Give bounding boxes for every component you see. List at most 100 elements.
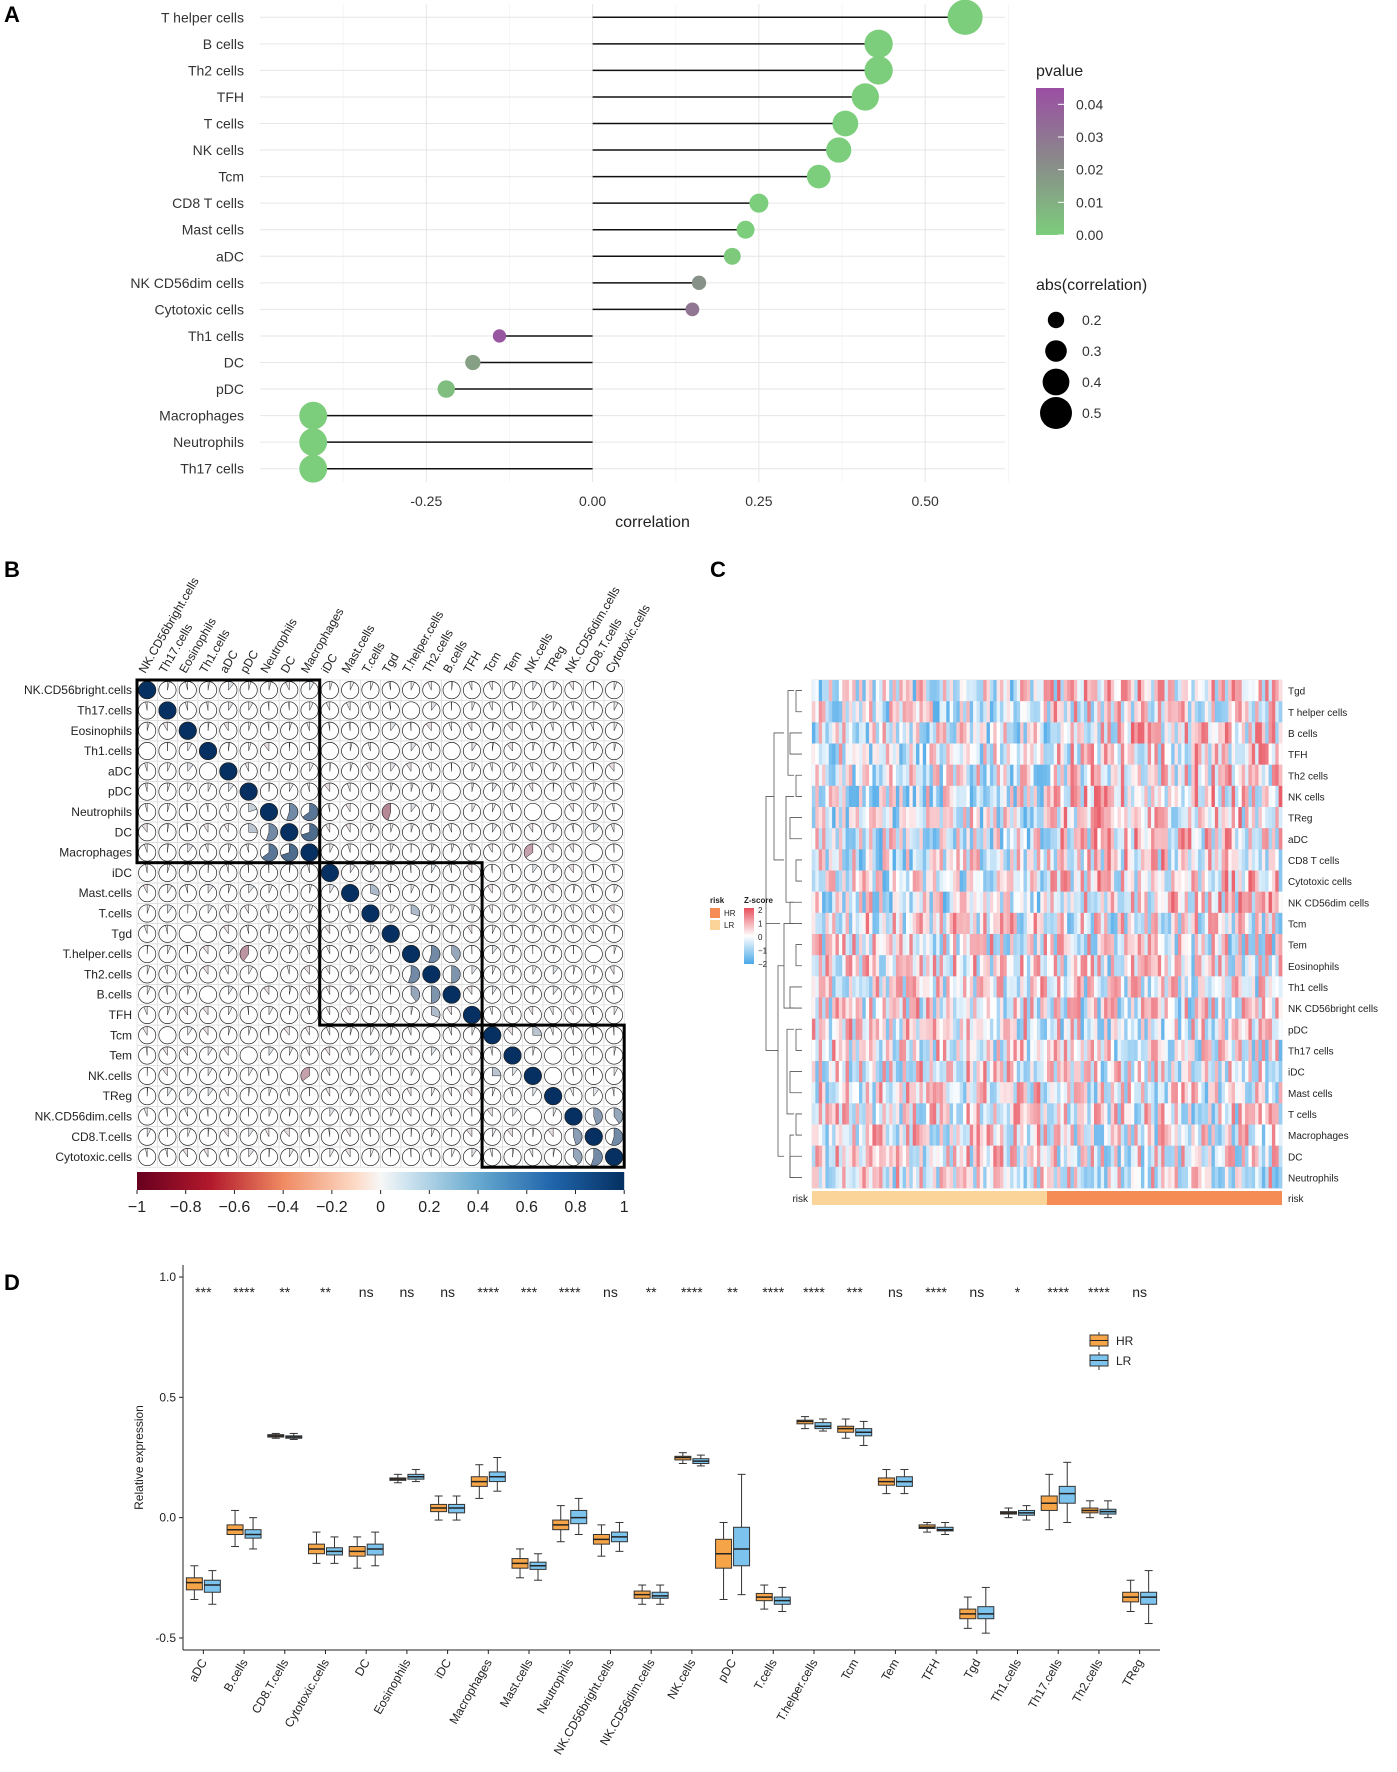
heatmap-cell: [1164, 1039, 1169, 1062]
pie-wedge: [512, 762, 518, 772]
pie-wedge: [488, 681, 493, 691]
heatmap-cell: [1271, 849, 1276, 871]
heatmap-cell: [1114, 849, 1118, 871]
heatmap-cell: [1130, 1082, 1135, 1104]
heatmap-cell: [1134, 785, 1138, 808]
heatmap-cell: [1104, 764, 1108, 787]
heatmap-cell: [973, 997, 977, 1019]
heatmap-cell: [939, 785, 944, 808]
pie-wedge: [228, 1006, 233, 1016]
heatmap-cell: [989, 955, 994, 977]
heatmap-cell: [969, 997, 974, 1019]
heatmap-cell: [969, 701, 974, 723]
pie-wedge: [488, 701, 493, 711]
pie-wedge: [370, 945, 376, 955]
heatmap-cell: [872, 1124, 877, 1146]
heatmap-cell: [882, 701, 887, 723]
heatmap-cell: [909, 722, 914, 744]
heatmap-cell: [1040, 849, 1044, 871]
heatmap-cell: [1265, 955, 1269, 977]
heatmap-cell: [855, 764, 860, 787]
heatmap-cell: [1040, 997, 1044, 1019]
heatmap-cell: [815, 807, 820, 829]
heatmap-cell: [1151, 1082, 1155, 1104]
heatmap-cell: [912, 891, 917, 914]
pie-wedge: [146, 904, 151, 914]
heatmap-cell: [852, 912, 856, 935]
lollipop-point: [685, 302, 700, 317]
heatmap-cell: [1181, 1039, 1185, 1062]
heatmap-cell: [1271, 997, 1276, 1019]
heatmap-cell: [828, 997, 833, 1019]
heatmap-cell: [1090, 1082, 1095, 1104]
pie-wedge: [448, 721, 452, 731]
heatmap-cell: [1040, 722, 1044, 744]
heatmap-cell: [989, 997, 994, 1019]
pie-wedge: [593, 803, 599, 813]
heatmap-cell: [1040, 785, 1044, 808]
heatmap-cell: [1144, 955, 1149, 977]
heatmap-cell: [842, 701, 846, 723]
heatmap-cell: [1154, 764, 1159, 787]
heatmap-cell: [1003, 870, 1008, 892]
heatmap-cell: [1130, 1018, 1135, 1041]
heatmap-cell: [932, 849, 937, 871]
heatmap-cell: [895, 680, 900, 702]
heatmap-cell: [1060, 997, 1065, 1019]
heatmap-cell: [1157, 701, 1162, 723]
heatmap-cell: [1258, 722, 1263, 744]
pie-wedge: [488, 904, 493, 914]
heatmap-cell: [1258, 1018, 1263, 1041]
heatmap-cell: [973, 891, 977, 914]
pvalue-colorbar: [1036, 88, 1064, 235]
heatmap-cell: [1161, 807, 1165, 829]
heatmap-cell: [848, 828, 853, 850]
heatmap-cell: [1083, 891, 1088, 914]
heatmap-cell: [1157, 1061, 1162, 1083]
heatmap-cell: [1010, 912, 1014, 935]
heatmap-cell: [885, 680, 890, 702]
heatmap-cell: [1208, 1039, 1212, 1062]
heatmap-cell: [845, 828, 850, 850]
heatmap-cell: [1194, 1039, 1199, 1062]
heatmap-cell: [1147, 1103, 1152, 1125]
heatmap-cell: [812, 1103, 816, 1125]
heatmap-cell: [1040, 891, 1044, 914]
heatmap-cell: [1248, 891, 1253, 914]
heatmap-cell: [1154, 1124, 1159, 1146]
legend-title-pvalue: pvalue: [1036, 63, 1083, 80]
heatmap-cell: [1070, 997, 1075, 1019]
heatmap-cell: [1144, 1124, 1149, 1146]
heatmap-cell: [956, 870, 961, 892]
heatmap-cell: [1003, 785, 1008, 808]
heatmap-cell: [1013, 955, 1018, 977]
heatmap-cell: [1090, 828, 1095, 850]
heatmap-cell: [1268, 849, 1273, 871]
heatmap-cell: [1191, 807, 1196, 829]
pie-wedge: [552, 863, 559, 874]
heatmap-cell: [1214, 764, 1219, 787]
heatmap-cell: [986, 1103, 991, 1125]
heatmap-cell: [1265, 807, 1269, 829]
heatmap-cell: [1255, 891, 1259, 914]
heatmap-cell: [1268, 955, 1273, 977]
heatmap-cell: [1006, 1124, 1011, 1146]
heatmap-cell: [1201, 1018, 1206, 1041]
heatmap-cell: [812, 849, 816, 871]
heatmap-cell: [906, 828, 910, 850]
heatmap-cell: [1251, 976, 1256, 998]
heatmap-cell: [1043, 1124, 1048, 1146]
heatmap-cell: [1181, 870, 1185, 892]
heatmap-cell: [1090, 1061, 1095, 1083]
heatmap-cell: [986, 701, 991, 723]
legend-title-size: abs(correlation): [1036, 277, 1147, 294]
pie-wedge: [186, 823, 188, 833]
heatmap-cell: [1198, 1082, 1202, 1104]
heatmap-cell: [1261, 955, 1266, 977]
heatmap-cell: [1278, 1039, 1283, 1062]
heatmap-cell: [1251, 955, 1256, 977]
heatmap-cell: [1094, 828, 1098, 850]
heatmap-cell: [1104, 934, 1108, 956]
heatmap-cell: [1057, 997, 1061, 1019]
heatmap-cell: [1228, 1103, 1232, 1125]
